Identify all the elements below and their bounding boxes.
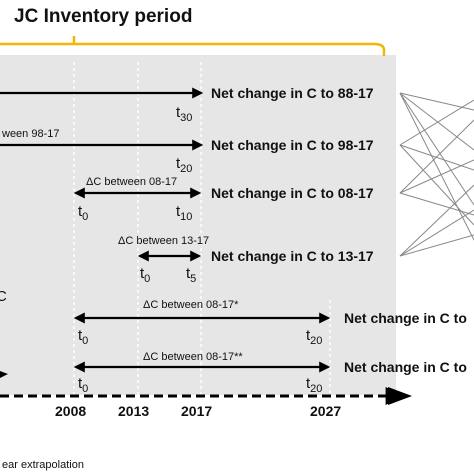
row3-between: ΔC between 08-17 bbox=[86, 176, 177, 188]
background-panel bbox=[0, 55, 396, 395]
row5-right-label: t20 bbox=[306, 327, 322, 347]
row4-right-label: t5 bbox=[186, 265, 196, 285]
left-edge-fragment: C bbox=[0, 288, 7, 305]
row6-right-label: t20 bbox=[306, 375, 322, 395]
fan-lines bbox=[399, 92, 474, 257]
row2-net-change: Net change in C to 98-17 bbox=[211, 137, 374, 153]
row4-between: ΔC between 13-17 bbox=[118, 235, 209, 247]
row3-left-label: t0 bbox=[78, 203, 88, 223]
row5-left-label: t0 bbox=[78, 327, 88, 347]
timeline-arrowhead bbox=[388, 387, 412, 405]
left-edge-mark bbox=[0, 371, 8, 378]
row1-net-change: Net change in C to 88-17 bbox=[211, 85, 374, 101]
row5-net-change: Net change in C to bbox=[344, 310, 467, 326]
row4-left-label: t0 bbox=[140, 265, 150, 285]
row4-net-change: Net change in C to 13-17 bbox=[211, 248, 374, 264]
header-title: JC Inventory period bbox=[14, 6, 192, 27]
inventory-bracket bbox=[0, 42, 386, 56]
row6-left-label: t0 bbox=[78, 375, 88, 395]
row6-between: ΔC between 08-17** bbox=[143, 351, 243, 363]
row2-between: ween 98-17 bbox=[1, 128, 60, 140]
row3-net-change: Net change in C to 08-17 bbox=[211, 185, 374, 201]
year-2008: 2008 bbox=[55, 403, 86, 419]
year-2027: 2027 bbox=[310, 403, 341, 419]
row1-right-label: t30 bbox=[176, 104, 192, 124]
year-2017: 2017 bbox=[181, 403, 212, 419]
footnote: ear extrapolation bbox=[2, 459, 84, 471]
year-2013: 2013 bbox=[118, 403, 149, 419]
row2-right-label: t20 bbox=[176, 155, 192, 175]
row6-net-change: Net change in C to bbox=[344, 359, 467, 375]
row3-right-label: t10 bbox=[176, 203, 192, 223]
row5-between: ΔC between 08-17* bbox=[143, 299, 239, 311]
